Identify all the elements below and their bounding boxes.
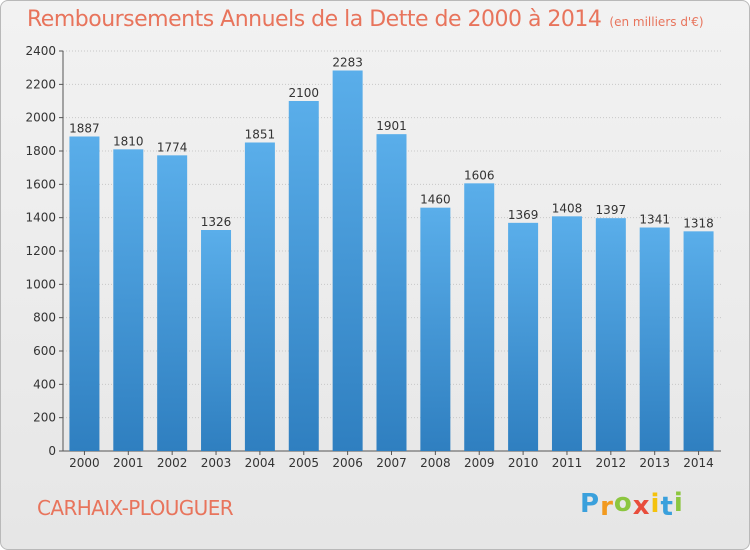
bar-2009 [464,183,495,452]
city-name: CARHAIX-PLOUGUER [37,496,234,520]
logo-letter: x [632,491,651,521]
x-tick-label-2000: 2000 [69,456,100,470]
data-label-2008: 1460 [420,193,451,207]
x-tick-label-2013: 2013 [639,456,670,470]
bar-2012 [595,218,626,451]
y-tick-label: 1800 [25,144,56,158]
bars [69,70,714,452]
data-label-2004: 1851 [245,128,276,142]
bar-2005 [288,101,319,451]
data-label-2007: 1901 [376,119,407,133]
y-tick-label: 2200 [25,77,56,91]
x-tick-label-2002: 2002 [157,456,188,470]
x-tick-label-2003: 2003 [201,456,232,470]
x-tick-label-2007: 2007 [376,456,407,470]
data-label-2014: 1318 [683,216,714,230]
data-label-2011: 1408 [552,201,583,215]
bar-2011 [551,216,582,451]
x-tick-label-2010: 2010 [508,456,539,470]
bar-2007 [376,134,407,451]
logo-letter: r [600,492,614,522]
y-tick-label: 1000 [25,277,56,291]
data-label-2005: 2100 [288,86,319,100]
data-label-2010: 1369 [508,208,539,222]
x-tick-labels: 2000 2001 2002 2003 2004 2005 2006 2007 2008 2009… [69,456,714,470]
bar-2000 [69,136,100,451]
data-label-2000: 1887 [69,122,100,136]
x-tick-label-2008: 2008 [420,456,451,470]
y-tick-label: 1400 [25,211,56,225]
bar-2004 [244,142,275,451]
data-label-2002: 1774 [157,140,188,154]
x-tick-label-2009: 2009 [464,456,495,470]
y-tick-label: 2000 [25,111,56,125]
bar-2002 [157,155,188,452]
logo-letter: i [673,488,684,518]
bar-2013 [639,227,670,451]
chart-unit: (en milliers d'€) [609,15,704,29]
y-tick-label: 1200 [25,244,56,258]
data-label-2006: 2283 [332,56,363,70]
y-tick-label: 600 [33,344,56,358]
x-tick-label-2006: 2006 [332,456,363,470]
proxiti-logo: Proxiti [580,488,684,522]
y-tick-label: 2400 [25,44,56,58]
x-tick-label-2011: 2011 [552,456,583,470]
x-tick-label-2001: 2001 [113,456,144,470]
logo-letter: t [660,492,674,522]
bar-2006 [332,70,363,451]
bar-2008 [420,207,451,451]
chart-title-text: Remboursements Annuels de la Dette de 20… [27,7,602,32]
data-label-2009: 1606 [464,168,495,182]
data-label-2003: 1326 [201,215,232,229]
bar-2001 [113,149,144,452]
data-labels: 1887 1810 1774 1326 1851 2100 2283 1901 1460 1606… [69,56,714,231]
data-label-2012: 1397 [596,203,627,217]
y-tick-label: 400 [33,377,56,391]
y-tick-labels: 0 200 400 600 800 1000 1200 1400 1600 1800 2000 220… [25,44,56,458]
x-tick-label-2004: 2004 [245,456,276,470]
logo-letter: i [650,489,661,519]
chart-title: Remboursements Annuels de la Dette de 20… [27,7,704,32]
x-tick-label-2012: 2012 [596,456,627,470]
x-tick-label-2005: 2005 [288,456,319,470]
data-label-2013: 1341 [639,213,670,227]
bar-2010 [508,222,539,451]
bar-2003 [201,230,232,451]
data-label-2001: 1810 [113,134,144,148]
y-tick-label: 200 [33,411,56,425]
y-tick-label: 0 [48,444,56,458]
logo-letter: o [613,488,633,518]
bar-2014 [683,231,714,451]
x-tick-label-2014: 2014 [683,456,714,470]
y-tick-label: 800 [33,311,56,325]
y-tick-label: 1600 [25,177,56,191]
logo-letter: P [580,489,601,519]
